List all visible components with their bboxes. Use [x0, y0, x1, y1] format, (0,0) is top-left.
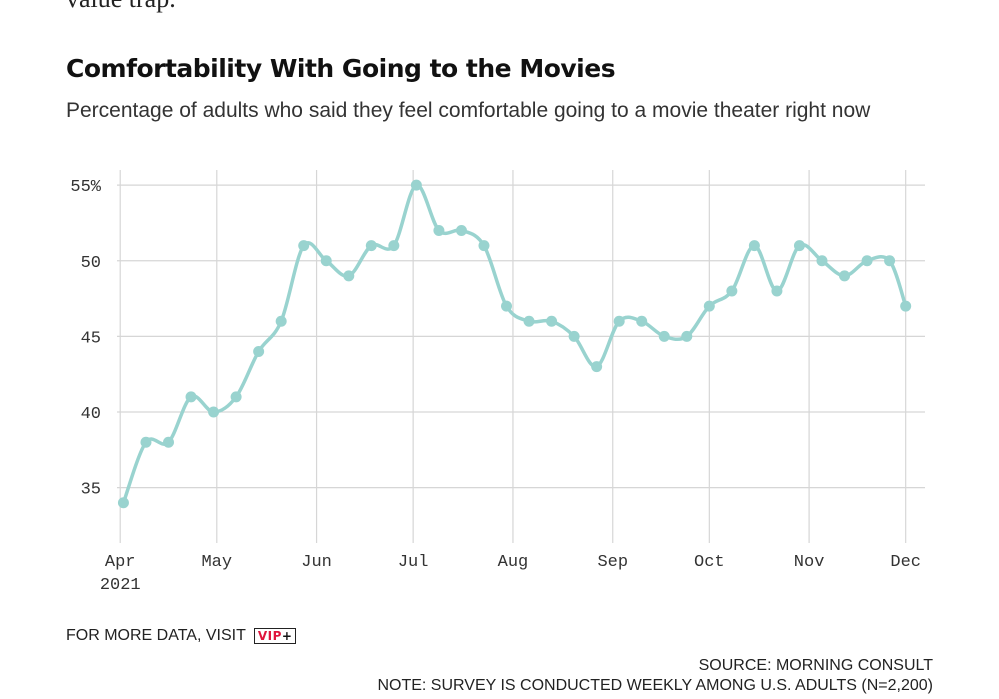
more-data-callout: FOR MORE DATA, VISIT VIP+ — [66, 627, 297, 645]
x-tick-label: Dec — [890, 553, 921, 572]
data-point[interactable] — [703, 300, 715, 312]
data-point[interactable] — [320, 255, 332, 267]
x-tick-sublabel: 2021 — [100, 576, 141, 595]
data-point[interactable] — [636, 315, 648, 327]
data-point[interactable] — [591, 361, 603, 373]
data-point[interactable] — [163, 436, 175, 448]
y-tick-label: 35 — [81, 481, 101, 500]
data-point[interactable] — [546, 315, 558, 327]
survey-note: NOTE: SURVEY IS CONDUCTED WEEKLY AMONG U… — [377, 677, 933, 694]
data-point[interactable] — [816, 255, 828, 267]
data-point[interactable] — [230, 391, 242, 403]
data-point[interactable] — [884, 255, 896, 267]
data-point[interactable] — [185, 391, 197, 403]
data-point[interactable] — [388, 240, 400, 252]
more-data-label: FOR MORE DATA, VISIT — [66, 627, 246, 644]
data-point[interactable] — [658, 330, 670, 342]
data-point[interactable] — [861, 255, 873, 267]
y-axis-tick-labels: 35 40 45 50 55% — [70, 178, 101, 500]
line-chart: 35 40 45 50 55% Apr 2021 May Jun Jul Aug Sep Oct Nov… — [70, 170, 925, 595]
series-layer — [117, 179, 912, 509]
vip-plus-logo[interactable]: VIP+ — [253, 628, 297, 644]
vip-plus-sign: + — [281, 629, 293, 643]
x-tick-label: Jun — [301, 553, 332, 572]
y-gridlines — [117, 184, 925, 489]
data-point[interactable] — [523, 315, 535, 327]
x-tick-label: Aug — [498, 553, 529, 572]
x-tick-label: Jul — [398, 553, 429, 572]
chart-subtitle: Percentage of adults who said they feel … — [66, 99, 871, 122]
data-point[interactable] — [343, 270, 355, 282]
chart-title: Comfortability With Going to the Movies — [66, 54, 616, 83]
x-gridlines — [119, 170, 907, 543]
data-point[interactable] — [568, 330, 580, 342]
x-tick-label: May — [201, 553, 232, 572]
y-tick-label: 45 — [81, 329, 101, 348]
data-point[interactable] — [117, 497, 129, 509]
y-tick-label: 50 — [81, 254, 101, 273]
data-point[interactable] — [771, 285, 783, 297]
series-line — [121, 183, 908, 505]
data-point[interactable] — [613, 315, 625, 327]
data-point[interactable] — [140, 436, 152, 448]
x-tick-label: Oct — [694, 553, 725, 572]
data-point[interactable] — [793, 240, 805, 252]
data-point[interactable] — [501, 300, 513, 312]
data-point[interactable] — [410, 179, 422, 191]
x-tick-label: Sep — [597, 553, 628, 572]
data-point[interactable] — [839, 270, 851, 282]
previous-article-text: value trap. — [66, 0, 176, 14]
y-tick-label: 55% — [70, 178, 101, 197]
data-point[interactable] — [900, 300, 912, 312]
data-point[interactable] — [208, 406, 220, 418]
data-point[interactable] — [455, 225, 467, 236]
y-tick-label: 40 — [81, 405, 101, 424]
data-point[interactable] — [253, 346, 265, 357]
data-point[interactable] — [478, 240, 490, 252]
data-point[interactable] — [748, 240, 760, 252]
data-point[interactable] — [298, 240, 310, 252]
x-tick-label: Nov — [794, 553, 825, 572]
vip-text: VIP — [257, 629, 282, 643]
x-tick-label: Apr — [105, 553, 136, 572]
data-point[interactable] — [433, 225, 445, 236]
data-point[interactable] — [365, 240, 377, 252]
data-point[interactable] — [681, 330, 693, 342]
data-point[interactable] — [726, 285, 738, 297]
data-point[interactable] — [275, 315, 287, 327]
source-note: SOURCE: MORNING CONSULT — [698, 657, 933, 674]
x-axis-tick-labels: Apr 2021 May Jun Jul Aug Sep Oct Nov Dec — [100, 553, 921, 595]
